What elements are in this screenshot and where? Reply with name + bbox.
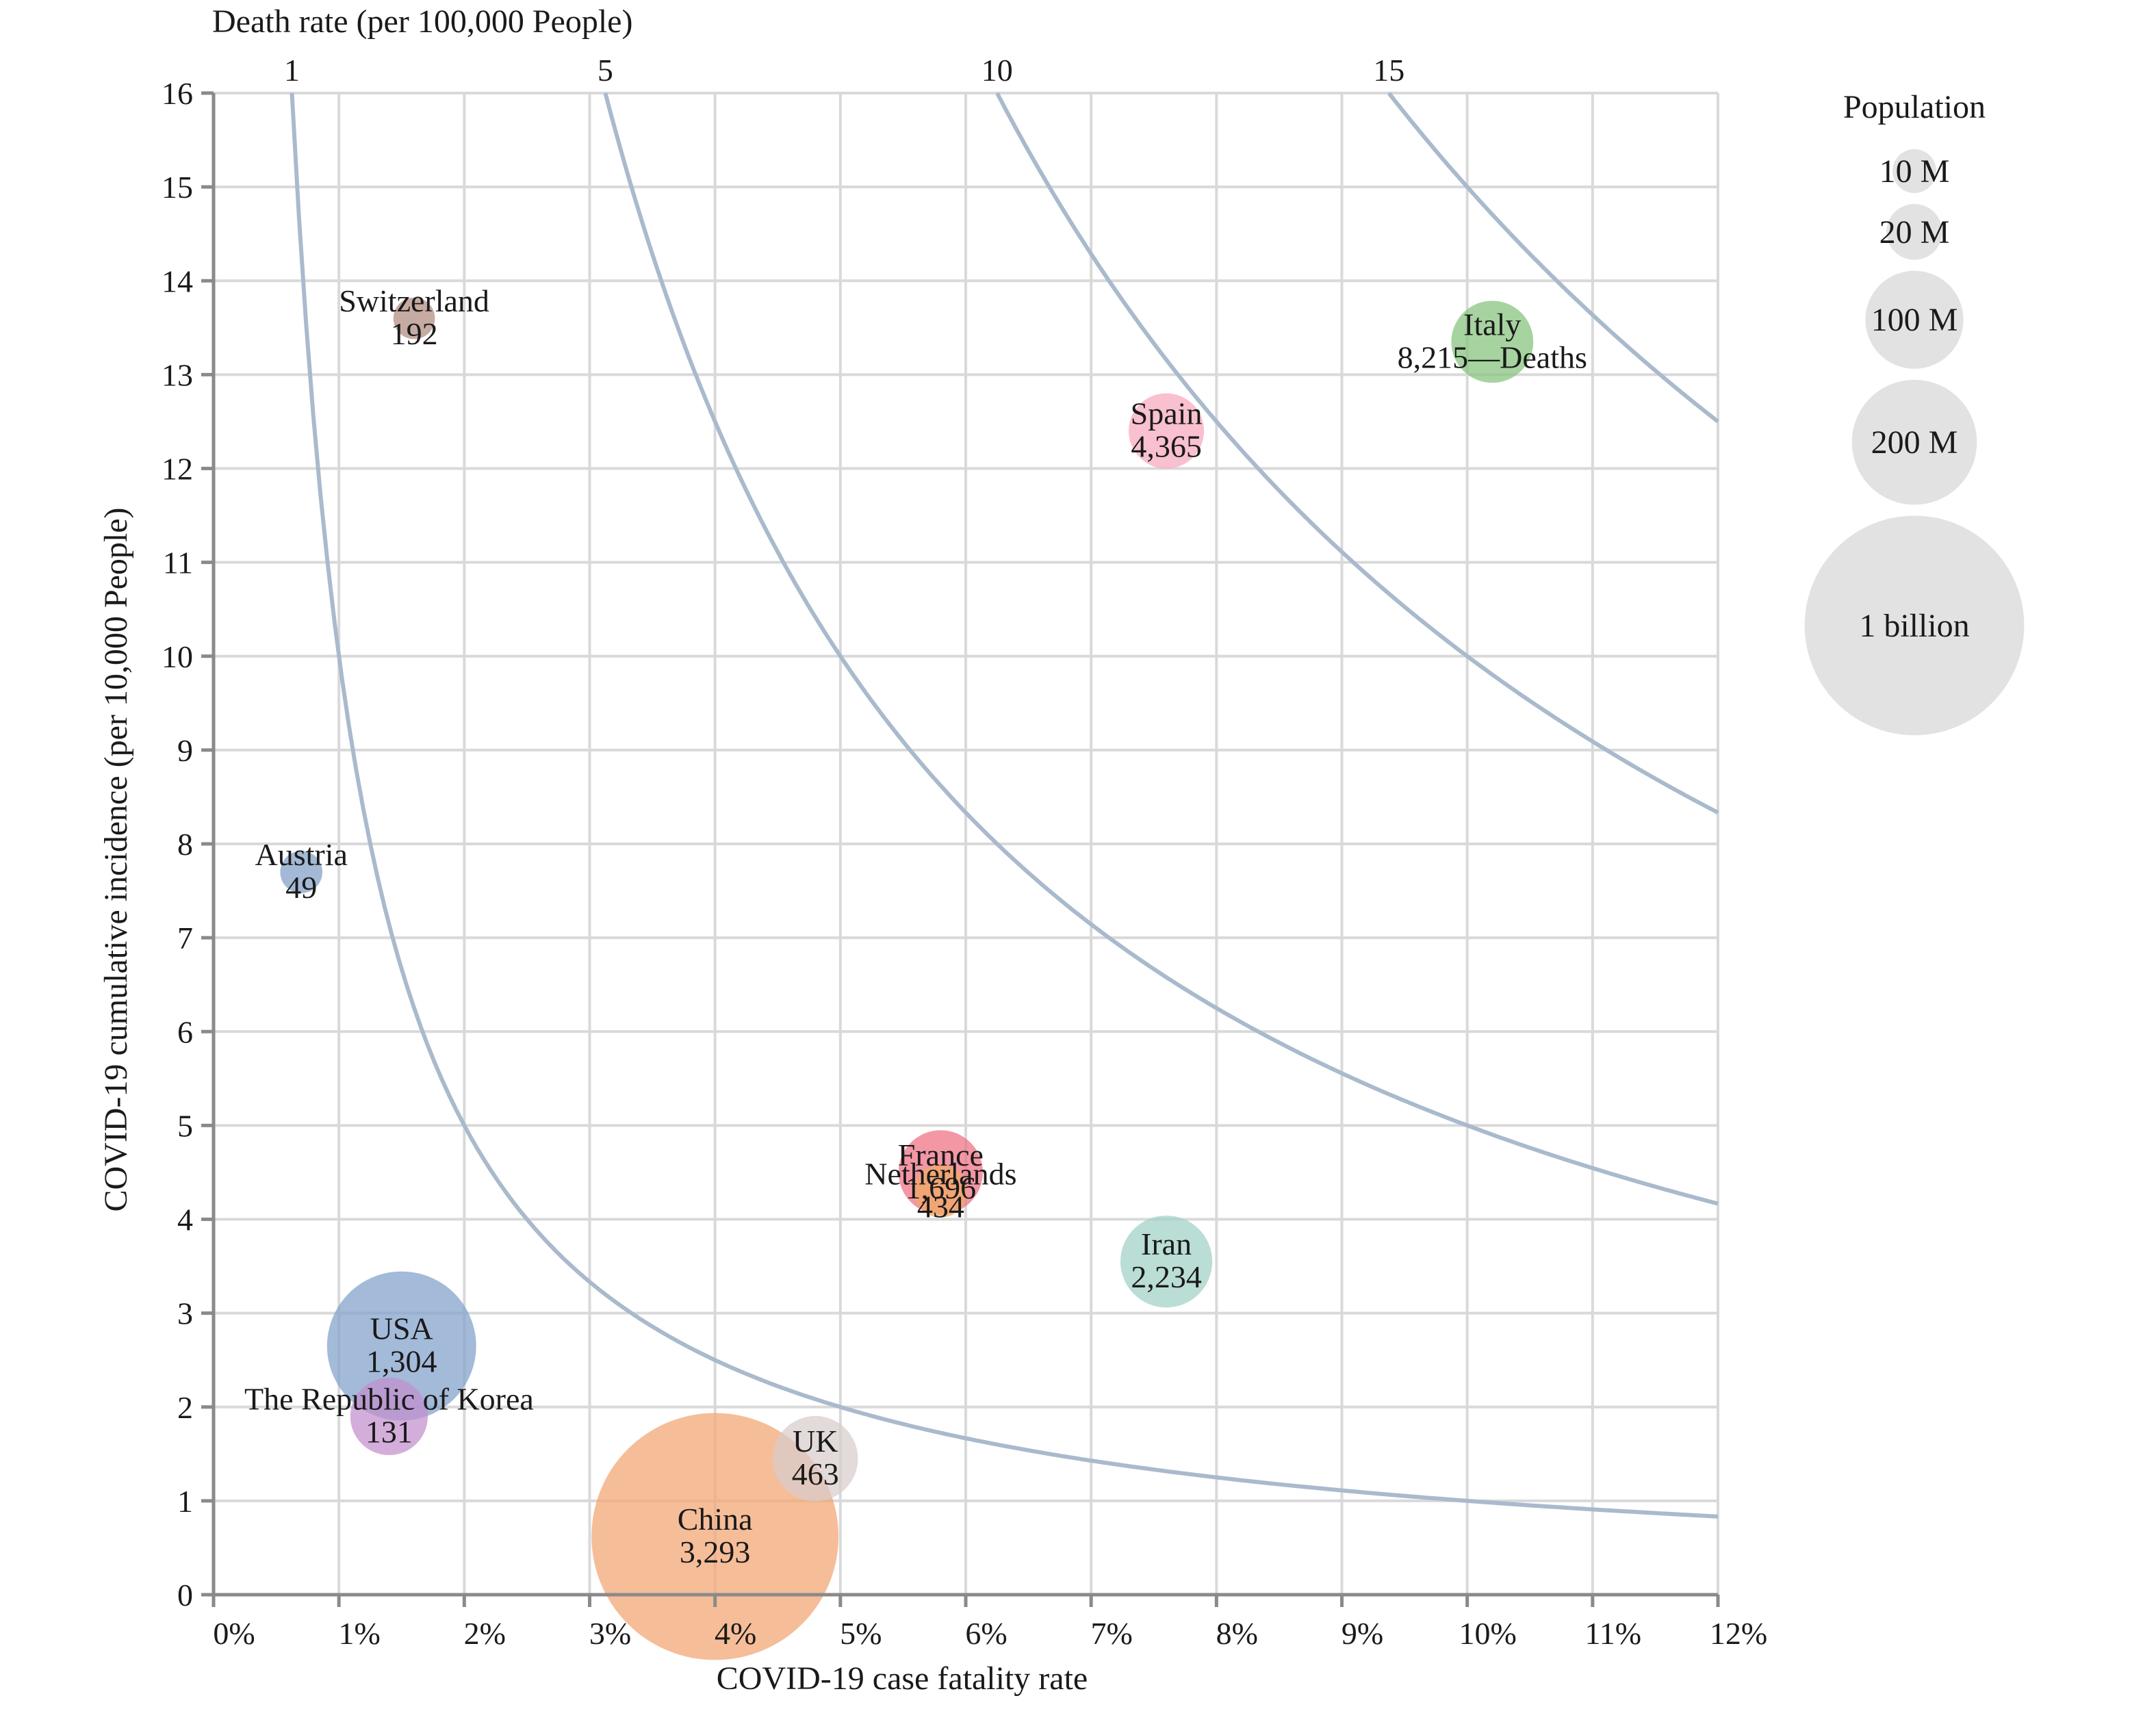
y-tick-label: 1 (177, 1484, 193, 1519)
legend-label: 10 M (1879, 153, 1950, 190)
legend-bubble (1886, 204, 1942, 260)
legend-label: 20 M (1879, 214, 1950, 250)
country-name-label: Spain (1131, 396, 1203, 431)
legend-bubble (1892, 149, 1936, 193)
x-tick-label: 7% (1091, 1616, 1133, 1651)
death-count-label: 4,365 (1131, 429, 1202, 464)
country-name-label: UK (793, 1424, 838, 1459)
death-count-label: 3,293 (680, 1534, 751, 1569)
iso-curve-label: 1 (284, 53, 300, 88)
y-axis-title: COVID-19 cumulative incidence (per 10,00… (98, 507, 134, 1211)
x-tick-label: 6% (965, 1616, 1007, 1651)
bubble-usa (326, 1271, 476, 1421)
bubble-iran (1120, 1216, 1213, 1308)
bubble-spain (1129, 393, 1205, 469)
iso-curve-label: 10 (981, 53, 1013, 88)
x-tick-label: 1% (339, 1616, 381, 1651)
top-axis-title: Death rate (per 100,000 People) (212, 3, 632, 40)
x-axis-title: COVID-19 case fatality rate (717, 1660, 1088, 1697)
population-legend: 10 M 20 M 100 M 200 M 1 billion (1804, 149, 2025, 736)
country-name-label: Switzerland (339, 283, 489, 318)
legend-title: Population (1843, 89, 1986, 125)
iso-curve-label: 15 (1373, 53, 1404, 88)
y-tick-label: 6 (177, 1014, 193, 1049)
x-tick-label: 4% (715, 1616, 756, 1651)
legend-label: 200 M (1871, 424, 1958, 461)
death-count-label: 131 (365, 1414, 413, 1449)
x-tick-label: 5% (840, 1616, 882, 1651)
bubble-italy (1451, 300, 1534, 383)
legend-bubble (1804, 515, 2025, 736)
country-name-label: Netherlands (864, 1156, 1016, 1191)
country-name-label: France (898, 1138, 984, 1172)
death-count-label: 1,304 (366, 1344, 437, 1379)
x-tick-label: 9% (1342, 1616, 1383, 1651)
death-count-label: 463 (792, 1456, 839, 1491)
country-name-label: Austria (255, 837, 348, 872)
y-tick-label: 0 (177, 1578, 193, 1612)
bubble-switzerland (393, 297, 435, 339)
legend-label: 100 M (1871, 302, 1958, 338)
iso-curve-5 (603, 92, 1719, 1206)
y-tick-label: 3 (177, 1296, 193, 1331)
iso-death-rate-curves: 1 5 10 15 (284, 53, 1719, 1519)
death-count-label: 1,696 (906, 1170, 977, 1205)
y-tick-label: 7 (177, 921, 193, 955)
y-tick-label: 14 (162, 264, 193, 298)
iso-curve-label: 5 (598, 53, 613, 88)
death-count-label: 8,215—Deaths (1398, 339, 1587, 374)
x-tick-label: 8% (1216, 1616, 1258, 1651)
iso-curve-1 (290, 92, 1719, 1519)
bubble-uk (772, 1415, 858, 1502)
x-tick-label: 12% (1710, 1616, 1767, 1651)
y-tick-label: 11 (163, 545, 193, 580)
country-bubbles (280, 297, 1534, 1660)
country-name-label: Iran (1141, 1226, 1192, 1261)
iso-curve-10 (995, 92, 1719, 814)
y-tick-label: 2 (177, 1390, 193, 1425)
y-tick-label: 15 (162, 170, 193, 205)
y-tick-label: 8 (177, 827, 193, 862)
legend-bubble (1851, 379, 1977, 505)
bubble-the-republic-of-korea (350, 1377, 428, 1456)
iso-curve-15 (1387, 92, 1719, 424)
death-count-label: 192 (391, 316, 438, 351)
death-count-label: 49 (285, 870, 317, 905)
axes: 0% 1% 2% 3% 4% 5% 6% 7% 8% 9% 10% 11% 12%01234567891… (162, 76, 1767, 1651)
x-tick-label: 3% (589, 1616, 631, 1651)
y-tick-label: 4 (177, 1203, 193, 1237)
bubble-austria (280, 851, 323, 893)
bubble-netherlands (914, 1164, 967, 1218)
y-tick-label: 10 (162, 639, 193, 674)
x-tick-label: 11% (1585, 1616, 1642, 1651)
death-count-label: 434 (917, 1189, 964, 1224)
death-count-label: 2,234 (1131, 1259, 1202, 1294)
y-tick-label: 16 (162, 76, 193, 111)
country-name-label: USA (370, 1311, 433, 1346)
country-name-label: The Republic of Korea (244, 1381, 534, 1416)
country-name-label: Italy (1463, 307, 1521, 342)
legend-label: 1 billion (1859, 608, 1969, 644)
legend-bubble (1865, 270, 1964, 369)
y-tick-label: 9 (177, 733, 193, 768)
y-tick-label: 5 (177, 1108, 193, 1143)
x-tick-label: 2% (464, 1616, 506, 1651)
country-name-label: China (678, 1502, 753, 1537)
x-tick-label: 0% (213, 1616, 255, 1651)
y-tick-label: 13 (162, 357, 193, 392)
x-tick-label: 10% (1459, 1616, 1517, 1651)
y-tick-label: 12 (162, 452, 193, 487)
